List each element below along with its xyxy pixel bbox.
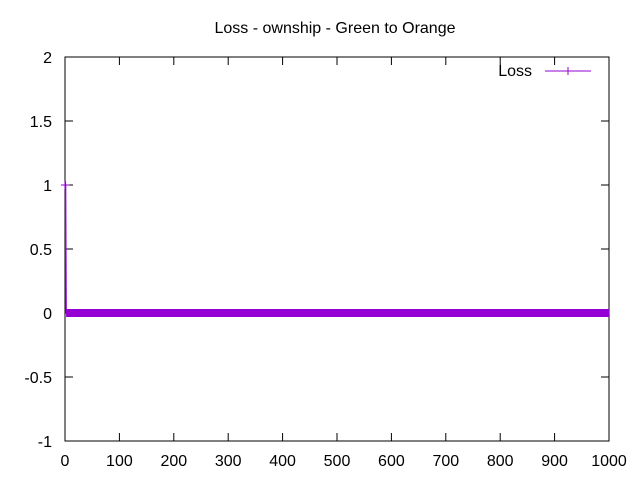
legend: Loss — [498, 63, 591, 80]
x-tick-label: 700 — [432, 453, 459, 470]
plot-frame — [64, 56, 610, 442]
legend-marker-loss — [564, 67, 572, 75]
chart-title: Loss - ownship - Green to Orange — [214, 20, 455, 37]
series-layer — [61, 181, 609, 317]
y-tick-label: 0.5 — [30, 242, 52, 259]
y-tick-label: 0 — [43, 306, 52, 323]
x-tick-label: 600 — [378, 453, 405, 470]
series-line-loss — [64, 184, 609, 314]
x-tick-label: 1000 — [591, 453, 627, 470]
y-tick-label: -0.5 — [24, 370, 52, 387]
y-axis: -1 -0.5 0 0.5 1 1.5 2 — [24, 50, 609, 451]
x-tick-label: 0 — [61, 453, 70, 470]
x-tick-label: 800 — [487, 453, 514, 470]
x-tick-label: 500 — [324, 453, 351, 470]
x-tick-label: 100 — [106, 453, 133, 470]
y-tick-label: -1 — [38, 434, 52, 451]
legend-label-loss: Loss — [498, 63, 532, 80]
x-tick-label: 200 — [160, 453, 187, 470]
x-tick-label: 300 — [215, 453, 242, 470]
x-axis: 0 100 200 300 400 500 600 700 800 900 1000 — [61, 57, 627, 470]
series-point-loss — [61, 181, 70, 189]
x-tick-label: 400 — [269, 453, 296, 470]
x-tick-label: 900 — [541, 453, 568, 470]
y-tick-label: 1.5 — [30, 114, 52, 131]
y-tick-label: 2 — [43, 50, 52, 67]
y-tick-label: 1 — [43, 178, 52, 195]
series-marker-band-loss — [66, 309, 609, 317]
